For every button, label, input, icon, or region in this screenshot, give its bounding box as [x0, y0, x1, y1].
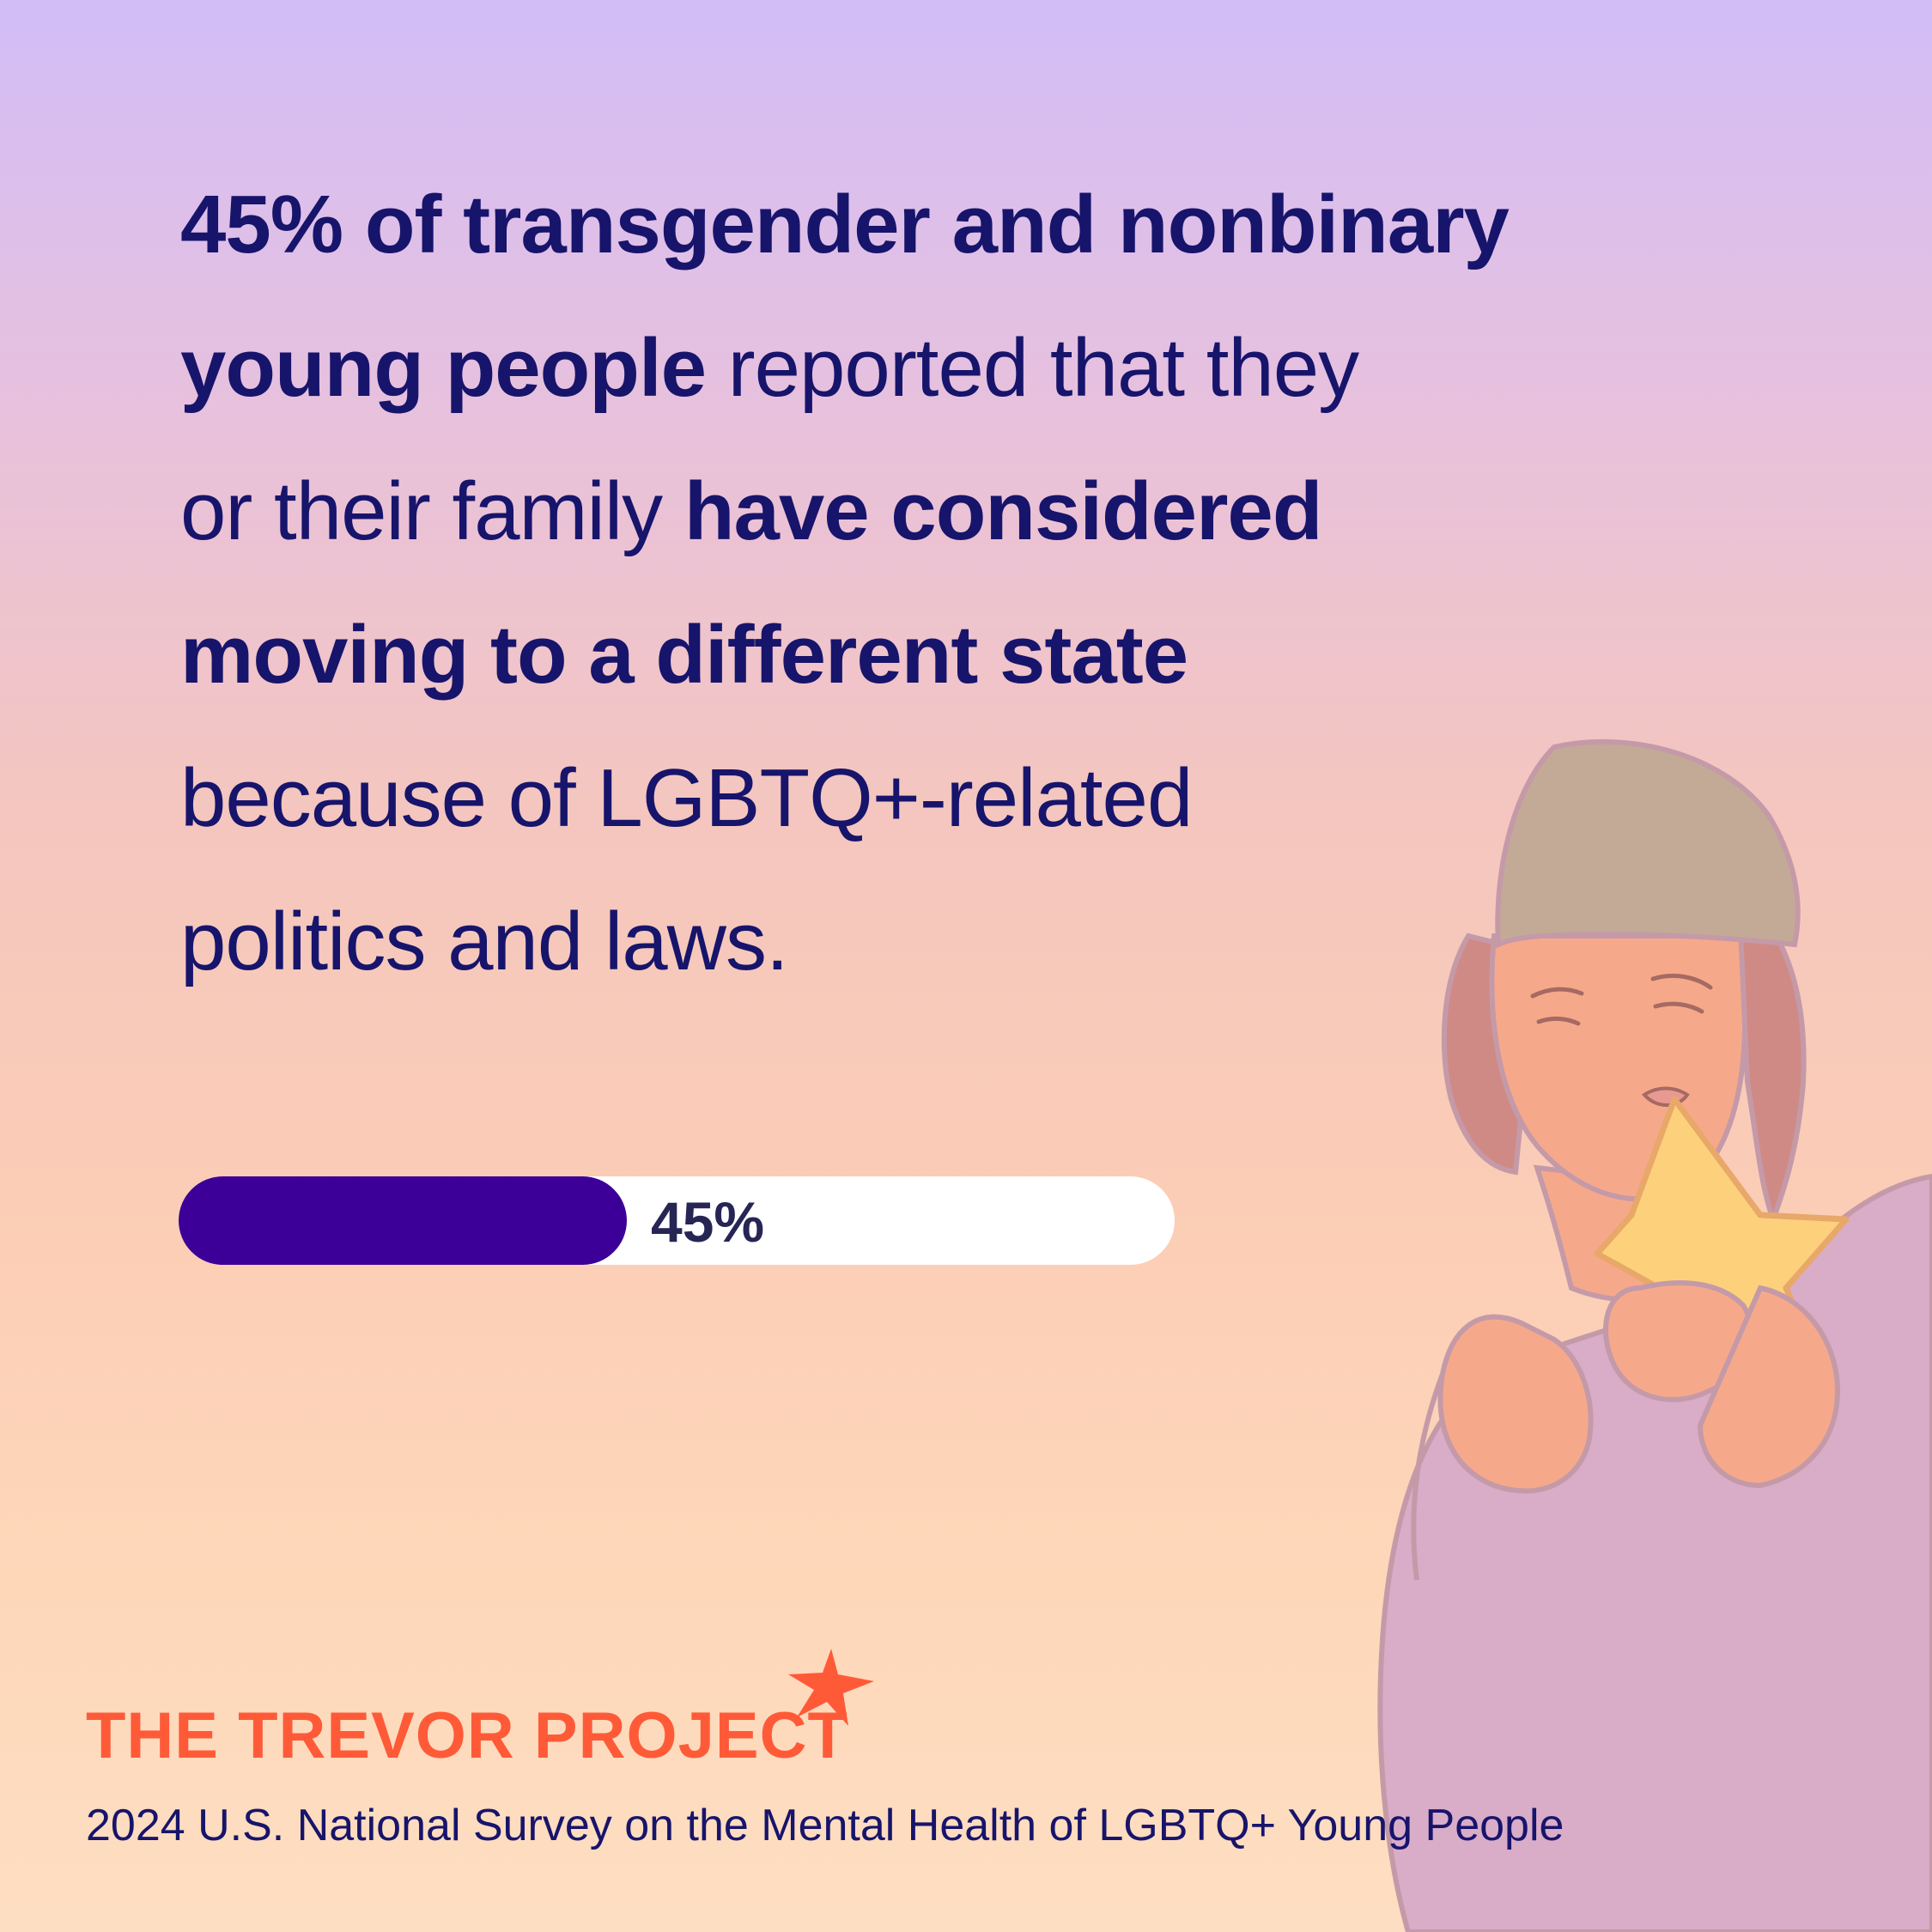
trevor-project-logo: THE TREVOR PROJECT: [86, 1699, 848, 1772]
headline-line-5: because of LGBTQ+-related: [180, 726, 1812, 870]
headline-normal-5: because of LGBTQ+-related: [180, 752, 1193, 844]
headline-bold-1: 45% of transgender and nonbinary: [180, 179, 1510, 270]
source-citation: 2024 U.S. National Survey on the Mental …: [86, 1801, 1564, 1850]
headline-line-3: or their family have considered: [180, 440, 1812, 583]
headline-line-4: moving to a different state: [180, 583, 1812, 726]
headline-bold-2: young people: [180, 322, 707, 414]
headline-normal-2: reported that they: [706, 322, 1359, 414]
person-holding-star-illustration: [1377, 738, 1932, 1932]
headline-normal-3: or their family: [180, 465, 684, 557]
headline-line-1: 45% of transgender and nonbinary: [180, 153, 1812, 296]
star-icon: [788, 1649, 874, 1726]
progress-bar: [179, 1176, 1175, 1265]
headline: 45% of transgender and nonbinary young p…: [180, 153, 1812, 1013]
headline-bold-3: have considered: [683, 465, 1323, 557]
headline-line-2: young people reported that they: [180, 296, 1812, 440]
headline-normal-6: politics and laws.: [180, 896, 789, 987]
progress-bar-fill: [179, 1176, 627, 1265]
headline-line-6: politics and laws.: [180, 870, 1812, 1013]
headline-bold-4: moving to a different state: [180, 609, 1188, 701]
progress-label: 45%: [651, 1190, 765, 1254]
